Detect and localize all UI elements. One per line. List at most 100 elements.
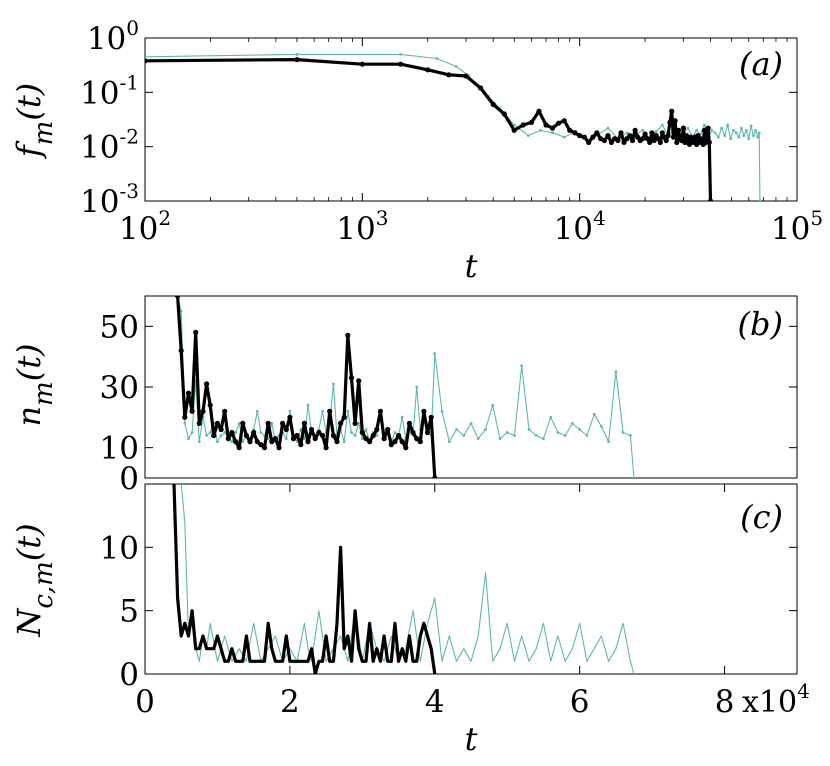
panel-a-series — [145, 53, 762, 201]
panel-a-series-thin-point — [723, 134, 727, 138]
ytick-exp: -2 — [120, 125, 139, 149]
panel-b-series-thin-point — [563, 434, 567, 437]
panel-b-series-thick-point — [196, 420, 202, 426]
panel-b-series-thick-point — [265, 420, 271, 426]
panel-b-series-thick-point — [298, 442, 304, 448]
panel-b-series-thick-point — [305, 439, 311, 445]
panel-a-series-thin-point — [745, 128, 748, 132]
panel-b-series-thick-point — [417, 439, 423, 445]
panel-a-ytick-label: 10-1 — [80, 70, 139, 111]
panel-c-series — [172, 484, 635, 674]
panel-b-series-thin-point — [556, 431, 560, 434]
panel-c-x-multiplier-exp: 4 — [797, 679, 810, 703]
panel-a-series-thick-point — [651, 137, 657, 144]
panel-c-xlabel: t — [465, 720, 478, 758]
panel-a-series-thin-point — [551, 131, 554, 135]
panel-a-series-thin-point — [710, 128, 714, 132]
panel-b-series-thick-point — [309, 426, 315, 433]
panel-b-series-thin-point — [375, 434, 379, 437]
panel-b-series-thick-point — [316, 429, 322, 436]
panel-b-series-thick-point — [229, 429, 235, 436]
panel-b-series-thick-point — [421, 408, 427, 414]
panel-a-series-thin-point — [512, 123, 516, 127]
panel-b-series-thick-point — [233, 439, 239, 445]
panel-b-series-thick-point — [204, 381, 210, 387]
panel-b-series-thick-point — [251, 429, 257, 436]
panel-a-ytick-label: 10-3 — [80, 179, 139, 220]
panel-b-series-thin-point — [498, 437, 502, 440]
panel-a-series-thin-point — [625, 131, 629, 135]
panel-a-ylabel: fm(t) — [10, 83, 59, 159]
panel-b-series-thick-point — [222, 408, 228, 414]
panel-a-series-thin-point — [562, 135, 566, 139]
panel-b-series-thick-point — [348, 375, 355, 381]
panel-b-series-thick-point — [189, 408, 195, 414]
panel-a-series-thick-point — [629, 137, 636, 144]
panel-a-series-thick-point — [590, 134, 596, 140]
panel-b-series-thin-point — [241, 440, 245, 443]
panel-a-series-thick-point — [657, 139, 663, 145]
panel-b-series-thin-point — [549, 415, 553, 419]
panel-c-x-multiplier-base: x10 — [742, 685, 797, 720]
panel-a-series-thin-point — [703, 123, 706, 127]
ytick-exp: 0 — [126, 16, 139, 40]
panel-a-series-thin-point — [737, 135, 741, 139]
panel-c-ylabel-main: N — [10, 608, 48, 638]
panel-a-series-thick-point — [145, 58, 148, 64]
panel-a-series-thick-point — [572, 130, 578, 136]
panel-a-series-thick-point — [608, 139, 615, 145]
panel-b-series-thin-point — [491, 403, 495, 407]
panel-b-series-thin-point — [288, 409, 292, 413]
panel-a-series-thick-point — [675, 127, 682, 133]
panel-b-series-thick-point — [290, 436, 297, 442]
panel-b-series-thick-point — [403, 445, 409, 451]
panel-a-series-thin-point — [729, 137, 732, 141]
panel-b-ylabel-tail: (t) — [10, 343, 48, 381]
panel-b-series-thin-point — [306, 403, 310, 407]
panel-b-series-thick-point — [175, 296, 181, 299]
panel-a-series-thick-point — [520, 122, 526, 128]
panel-b-series-thin-point — [179, 309, 183, 313]
panel-b-series-thick-point — [276, 445, 282, 451]
panel-b-series-thick-point — [432, 475, 438, 478]
panel-a-series-thick-point — [663, 137, 669, 144]
panel-b-ytick-label: 10 — [100, 431, 139, 467]
panel-a-xtick-label: 104 — [554, 206, 606, 247]
panel-b-series-thin-point — [321, 409, 324, 413]
panel-b-series-thin-point — [284, 437, 288, 440]
panel-b-series-thick-point — [374, 426, 380, 433]
panel-b-series-thin-point — [259, 431, 263, 434]
panel-b-series-thick-point — [258, 442, 264, 448]
panel-a-series-thick-point — [294, 57, 300, 63]
panel-b-series-thin-point — [360, 437, 364, 440]
panel-a-series-thick-point — [586, 139, 592, 145]
panel-c-xtick-label: 8 — [715, 684, 735, 720]
panel-b-series-thin-point — [350, 431, 353, 434]
panel-b-series-thin-point — [621, 431, 625, 434]
panel-b-series-thin-point — [303, 437, 306, 440]
panel-b-series-thin-point — [353, 434, 357, 437]
panel-a-frame — [144, 37, 798, 202]
panel-a-series-thick-point — [640, 136, 646, 142]
panel-b-series-thin-point — [364, 428, 368, 431]
panel-a-series-thick-point — [463, 73, 469, 79]
panel-b-series-thin-point — [393, 431, 397, 434]
panel-b-series-thin-point — [462, 434, 466, 437]
panel-a-series-thin-point — [752, 134, 755, 138]
panel-c-xtick-label: 0 — [135, 684, 155, 720]
panel-b-series-thin-point — [197, 440, 201, 443]
panel-a-series-thick-point — [674, 139, 680, 145]
panel-b-series-thin-point — [400, 415, 404, 419]
panel-a-ytick-label: 10-2 — [80, 125, 139, 166]
panel-b-series-thin-point — [476, 437, 480, 440]
panel-b-series-thin-line — [177, 296, 635, 478]
panel-b-series-thick-point — [385, 426, 391, 433]
panel-a-series-thick-point — [561, 118, 567, 124]
panel-a-series-thick-point — [543, 122, 549, 128]
panel-b: 010 30 50 (b) nm(t) — [10, 295, 798, 497]
panel-b-ytick-label: 0 — [119, 461, 139, 497]
panel-a-label: (a) — [739, 45, 783, 83]
panel-b-series-thin-point — [255, 409, 259, 413]
